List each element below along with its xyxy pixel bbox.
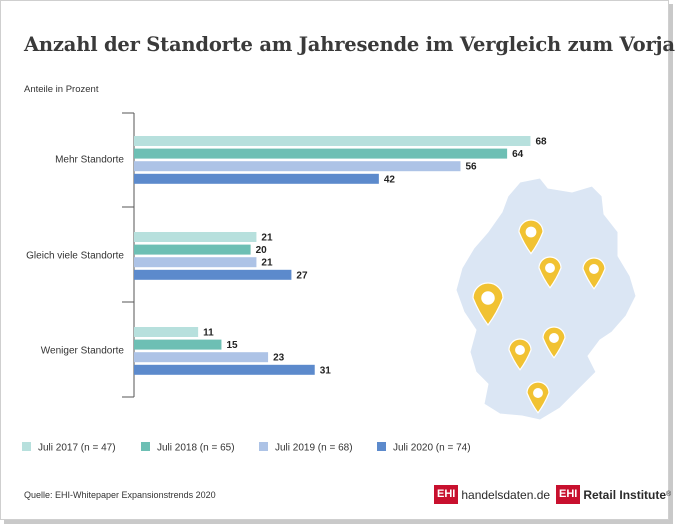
map-pin-hole	[533, 388, 543, 398]
category-axis: Mehr Standorte Gleich viele Standorte Weni…	[26, 112, 135, 398]
legend-item: Juli 2019 (n = 68)	[259, 442, 353, 454]
data-label: 23	[273, 353, 285, 364]
legend-label: Juli 2017 (n = 47)	[38, 443, 116, 454]
legend-item: Juli 2018 (n = 65)	[141, 442, 235, 454]
source-note: Quelle: EHI-Whitepaper Expansionstrends …	[24, 490, 216, 500]
bar	[134, 244, 251, 255]
bar	[134, 339, 222, 350]
legend-swatch	[22, 442, 31, 451]
data-label: 21	[261, 233, 273, 244]
map-pin-hole	[515, 345, 525, 355]
legend-item: Juli 2017 (n = 47)	[22, 442, 116, 454]
legend-swatch	[141, 442, 150, 451]
data-label: 27	[296, 270, 308, 281]
data-label: 31	[320, 365, 332, 376]
map-pin-hole	[481, 291, 495, 305]
handelsdaten-logo: EHI handelsdaten.de	[434, 485, 550, 504]
data-label: 42	[384, 174, 396, 185]
handelsdaten-text: handelsdaten.de	[461, 487, 551, 502]
map-pin-icon	[472, 282, 504, 327]
legend-label: Juli 2018 (n = 65)	[157, 443, 235, 454]
category-label: Gleich viele Standorte	[26, 251, 124, 262]
bar	[134, 173, 379, 184]
bar	[134, 148, 508, 159]
map-pin-icon	[508, 338, 532, 371]
bar	[134, 161, 461, 172]
legend: Juli 2017 (n = 47) Juli 2018 (n = 65) Juli…	[22, 442, 471, 454]
data-label: 56	[465, 162, 477, 173]
bar	[134, 257, 257, 268]
map-pin-hole	[525, 226, 537, 238]
data-label: 15	[226, 340, 238, 351]
germany-map	[455, 177, 637, 421]
map-pin-hole	[589, 264, 599, 274]
registered-mark: ®	[666, 491, 672, 498]
legend-swatch	[259, 442, 268, 451]
bar	[134, 327, 199, 337]
germany-map-shape	[455, 177, 637, 421]
data-label: 68	[535, 137, 547, 148]
category-label: Weniger Standorte	[41, 346, 125, 357]
data-label: 64	[512, 149, 524, 160]
map-pin-icon	[542, 326, 566, 359]
retail-institute-text: Retail Institute	[583, 487, 667, 502]
data-label: 11	[203, 328, 214, 339]
chart-subtitle: Anteile in Prozent	[24, 84, 99, 95]
legend-label: Juli 2020 (n = 74)	[393, 443, 471, 454]
legend-swatch	[377, 442, 386, 451]
bar	[134, 269, 292, 280]
map-pin-icon	[538, 256, 562, 289]
bar	[134, 364, 315, 375]
map-pin-icon	[582, 257, 606, 290]
map-pin-icon	[526, 381, 550, 414]
map-pin-hole	[549, 333, 559, 343]
bar	[134, 352, 269, 363]
map-pin-icon	[518, 219, 544, 255]
data-label: 20	[256, 245, 268, 256]
chart-title: Anzahl der Standorte am Jahresende im Ve…	[24, 33, 675, 56]
bar	[134, 232, 257, 242]
legend-label: Juli 2019 (n = 68)	[275, 443, 353, 454]
bar	[134, 136, 531, 146]
legend-item: Juli 2020 (n = 74)	[377, 442, 471, 454]
category-label: Mehr Standorte	[55, 155, 124, 166]
map-pin-hole	[545, 263, 555, 273]
ehi-logo-box: EHI	[556, 485, 581, 504]
ehi-retail-institute-logo: EHI Retail Institute ®	[556, 485, 671, 504]
ehi-logo-box: EHI	[434, 485, 459, 504]
data-label: 21	[261, 258, 273, 269]
